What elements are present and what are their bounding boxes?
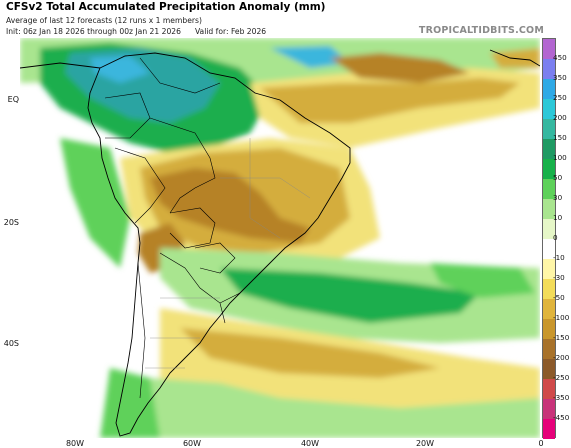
colorbar-label: 30 [553, 193, 563, 202]
border-paraguay [194, 242, 236, 274]
lat-label-40s: 40S [3, 339, 19, 348]
colorbar-segment [543, 179, 555, 199]
state-borders [145, 138, 311, 369]
colorbar-label: -30 [553, 273, 565, 282]
dry-south [180, 328, 440, 378]
colorbar-segment [543, 219, 555, 239]
wet-west-coast [60, 138, 130, 268]
colorbar-label: 10 [553, 213, 563, 222]
colorbar-label: -50 [553, 293, 565, 302]
border-chile [137, 262, 146, 399]
wet-patagonia [100, 368, 160, 438]
colorbar-segment [543, 199, 555, 219]
colorbar-label: 50 [553, 173, 563, 182]
state-line-2 [249, 138, 281, 239]
colorbar-label: -350 [553, 393, 570, 402]
wet-far-south [130, 378, 540, 438]
colorbar-segment [543, 79, 555, 99]
valid-text: Valid for: Feb 2026 [194, 27, 267, 36]
dry-strong-central [150, 168, 310, 243]
colorbar-label: 100 [553, 153, 567, 162]
colorbar-segment [543, 259, 555, 279]
state-line-1 [220, 177, 311, 199]
lon-label-40w: 40W [300, 439, 320, 448]
colorbar-segment [543, 159, 555, 179]
very-wet-peak [90, 56, 150, 83]
colorbar-segment [543, 379, 555, 399]
colorbar-segment [543, 59, 555, 79]
colorbar-label: -250 [553, 373, 570, 382]
colorbar-label: 200 [553, 113, 567, 122]
chart-subtitle: Average of last 12 forecasts (12 runs x … [6, 16, 202, 25]
colorbar-label: 0 [553, 233, 558, 242]
colorbar-segment [543, 319, 555, 339]
colorbar-segment [543, 39, 555, 59]
lat-label-20s: 20S [3, 218, 19, 227]
colorbar-label: -150 [553, 333, 570, 342]
colorbar-segment [543, 339, 555, 359]
lon-label-0: 0 [538, 439, 544, 448]
colorbar-label: -450 [553, 413, 570, 422]
border-venezuela [139, 57, 221, 94]
lat-label-eq: EQ [7, 95, 19, 104]
colorbar-segment [543, 419, 555, 439]
wet-south-east [430, 263, 535, 298]
caribbean-coast [20, 62, 101, 69]
chart-title: CFSv2 Total Accumulated Precipitation An… [6, 1, 326, 13]
colorbar-label: 450 [553, 53, 567, 62]
border-peru [114, 147, 166, 224]
wet-south [220, 268, 480, 323]
lon-label-20w: 20W [415, 439, 435, 448]
colorbar-segment [543, 399, 555, 419]
brand-watermark: TROPICALTIDBITS.COM [418, 25, 544, 36]
colorbar-segment [543, 239, 555, 259]
border-bolivia [169, 207, 216, 249]
border-uruguay [219, 292, 241, 304]
colorbar-segment [543, 139, 555, 159]
border-argentina [159, 252, 226, 324]
dry-strong-ne-right [490, 48, 540, 68]
south-america-outline [87, 52, 351, 437]
colorbar-label: 150 [553, 133, 567, 142]
colorbar-label: 250 [553, 93, 567, 102]
colorbar-label: 350 [553, 73, 567, 82]
map-svg [20, 38, 540, 438]
colorbar-segment [543, 99, 555, 119]
colorbar-label: -200 [553, 353, 570, 362]
colorbar-segment [543, 299, 555, 319]
init-text: Init: 06z Jan 18 2026 through 00z Jan 21… [6, 27, 181, 36]
init-line: Init: 06z Jan 18 2026 through 00z Jan 21… [6, 27, 266, 36]
africa-coast [489, 49, 540, 67]
coastlines [20, 49, 540, 437]
anomaly-map [20, 38, 540, 438]
colorbar-segment [543, 119, 555, 139]
lon-label-60w: 60W [182, 439, 202, 448]
colorbar-label: -10 [553, 253, 565, 262]
lon-label-80w: 80W [65, 439, 85, 448]
colorbar-segment [543, 359, 555, 379]
colorbar [542, 38, 556, 439]
dry-ne [260, 78, 520, 123]
colorbar-segment [543, 279, 555, 299]
colorbar-label: -100 [553, 313, 570, 322]
country-borders [104, 57, 241, 399]
very-wet-east [270, 46, 350, 68]
dry-strong-ne [330, 53, 470, 83]
border-brazil-west [149, 117, 216, 214]
